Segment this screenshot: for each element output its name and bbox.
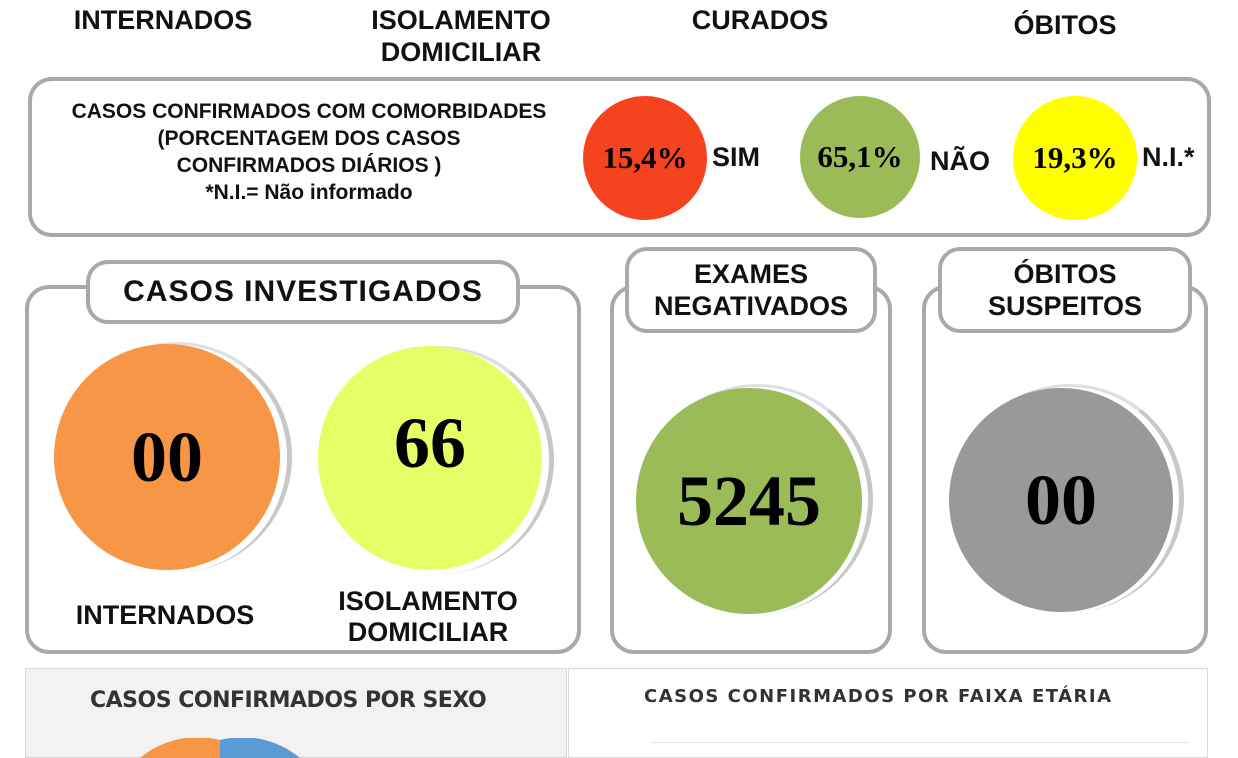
internados-circle-shadow xyxy=(62,342,292,572)
sexo-pie-partial xyxy=(140,738,300,758)
comorbidade-sim-label: SIM xyxy=(712,142,761,172)
obitos-suspeitos-title: ÓBITOS SUSPEITOS xyxy=(938,247,1192,333)
obitos-suspeitos-circle: 00 xyxy=(949,388,1173,612)
faixa-etaria-title: CASOS CONFIRMADOS POR FAIXA ETÁRIA xyxy=(644,686,1113,707)
header-curados: CURADOS xyxy=(691,5,829,35)
obitos-suspeitos-value: 00 xyxy=(1025,459,1097,540)
isolamento-circle: 66 xyxy=(318,346,542,570)
internados-label: INTERNADOS xyxy=(75,600,255,630)
comorbidades-text: CASOS CONFIRMADOS COM COMORBIDADES (PORC… xyxy=(71,100,547,204)
investigados-title: CASOS INVESTIGADOS xyxy=(86,260,520,324)
comorbidade-nao-value: 65,1% xyxy=(817,139,903,174)
comorbidade-nao-label: NÃO xyxy=(930,146,990,176)
sexo-title: CASOS CONFIRMADOS POR SEXO xyxy=(90,688,487,713)
header-internados: INTERNADOS xyxy=(73,5,253,35)
internados-value: 00 xyxy=(131,416,203,497)
faixa-etaria-panel xyxy=(568,668,1208,758)
isolamento-label: ISOLAMENTO DOMICILIAR xyxy=(338,586,518,647)
exames-circle: 5245 xyxy=(636,388,862,614)
exames-value: 5245 xyxy=(677,460,821,541)
obitos-circle-shadow xyxy=(956,384,1184,612)
internados-circle: 00 xyxy=(54,344,280,570)
comorbidade-ni-value: 19,3% xyxy=(1032,140,1118,175)
header-obitos: ÓBITOS xyxy=(1013,10,1117,40)
sexo-panel xyxy=(25,668,567,758)
comorbidade-ni-circle: 19,3% xyxy=(1013,96,1137,220)
isolamento-value: 66 xyxy=(394,402,466,483)
comorbidade-nao-circle: 65,1% xyxy=(800,96,920,218)
comorbidade-sim-circle: 15,4% xyxy=(583,96,707,220)
faixa-etaria-chart-area xyxy=(650,742,1190,753)
exames-title: EXAMES NEGATIVADOS xyxy=(625,247,877,333)
comorbidade-ni-label: N.I.* xyxy=(1142,142,1195,172)
exames-circle-shadow xyxy=(643,384,873,614)
comorbidade-sim-value: 15,4% xyxy=(602,140,688,175)
header-isolamento: ISOLAMENTO DOMICILIAR xyxy=(371,5,551,67)
